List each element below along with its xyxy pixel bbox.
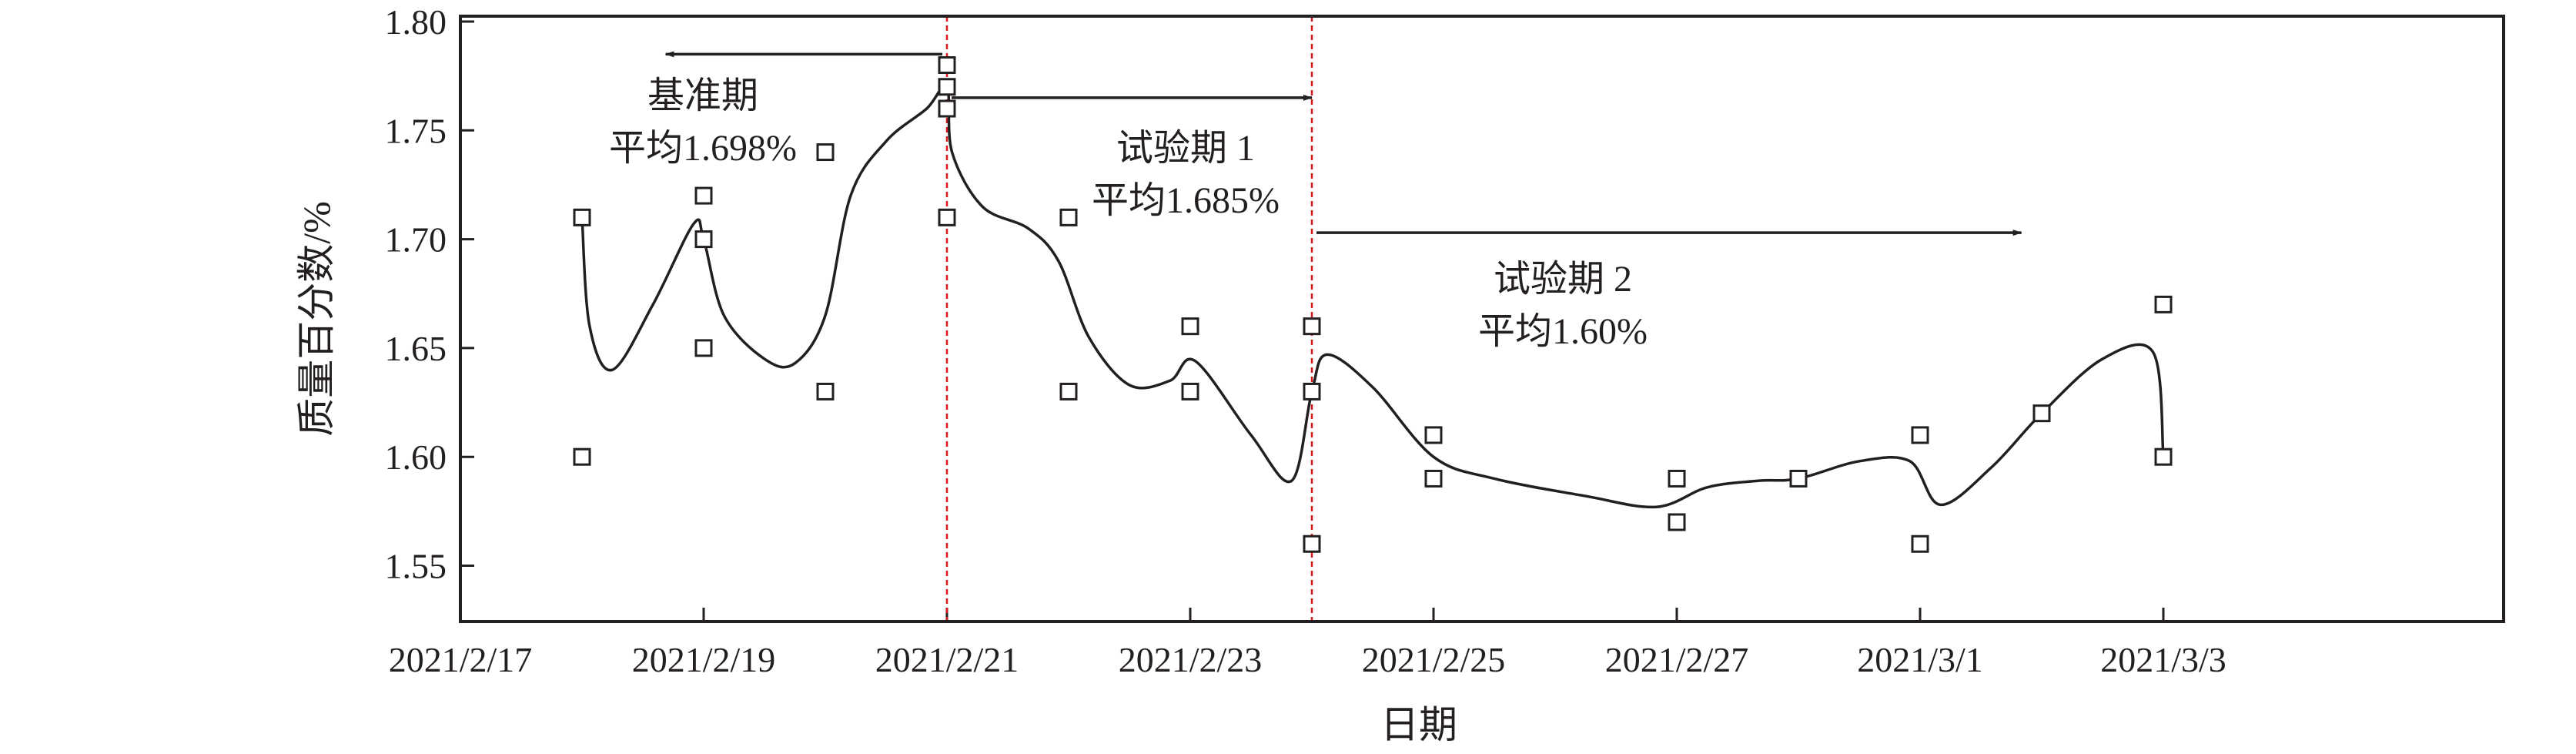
data-point (2154, 447, 2173, 466)
data-point (1303, 382, 1321, 400)
data-point (573, 208, 591, 226)
x-tick-label: 2021/3/3 (2100, 640, 2226, 679)
data-point (1303, 317, 1321, 336)
data-point (1424, 469, 1443, 488)
data-point (573, 447, 591, 466)
data-point (1303, 535, 1321, 553)
y-tick-label: 1.65 (385, 329, 447, 368)
data-point (1181, 382, 1199, 400)
data-point (938, 56, 956, 75)
y-tick-label: 1.60 (385, 437, 447, 477)
x-axis-label: 日期 (1380, 703, 1457, 746)
y-tick-label: 1.55 (385, 547, 447, 586)
data-point (694, 230, 713, 249)
data-point (1181, 317, 1199, 336)
annotation-trial2-title: 试验期 2 (1494, 259, 1632, 300)
data-point (1668, 469, 1686, 488)
data-point (2154, 295, 2173, 313)
y-tick-label: 1.70 (385, 220, 447, 260)
x-tick-label: 2021/2/19 (632, 640, 776, 679)
x-tick-label: 2021/2/27 (1605, 640, 1749, 679)
annotation-trial1-title: 试验期 1 (1116, 128, 1255, 169)
data-point (1911, 426, 1929, 444)
annotation-baseline-mean: 平均1.698% (609, 128, 797, 169)
x-tick-label: 2021/2/23 (1119, 640, 1263, 679)
x-tick-label: 2021/2/25 (1362, 640, 1506, 679)
y-axis-label: 质量百分数/% (295, 201, 338, 437)
data-point (1911, 535, 1929, 553)
data-point (1789, 469, 1808, 488)
data-point (2032, 404, 2051, 423)
plot-frame (459, 15, 2505, 623)
data-point (816, 382, 835, 400)
data-point (1668, 513, 1686, 531)
data-point (1059, 382, 1078, 400)
data-point (1424, 426, 1443, 444)
x-tick-label: 2021/3/1 (1857, 640, 1983, 679)
y-tick-label: 1.75 (385, 111, 447, 150)
annotation-trial1-mean: 平均1.685% (1092, 180, 1280, 221)
x-tick-label: 2021/2/17 (389, 640, 533, 679)
x-tick-label: 2021/2/21 (875, 640, 1019, 679)
data-point (938, 99, 956, 118)
data-point (694, 339, 713, 357)
data-point (694, 186, 713, 205)
annotation-trial2-mean: 平均1.60% (1478, 311, 1648, 352)
data-point (816, 143, 835, 162)
annotation-baseline-title: 基准期 (647, 75, 758, 116)
data-point (1059, 208, 1078, 226)
data-point (938, 78, 956, 96)
y-tick-label: 1.80 (385, 2, 447, 42)
fit-curve (580, 84, 2165, 509)
data-point (938, 208, 956, 226)
